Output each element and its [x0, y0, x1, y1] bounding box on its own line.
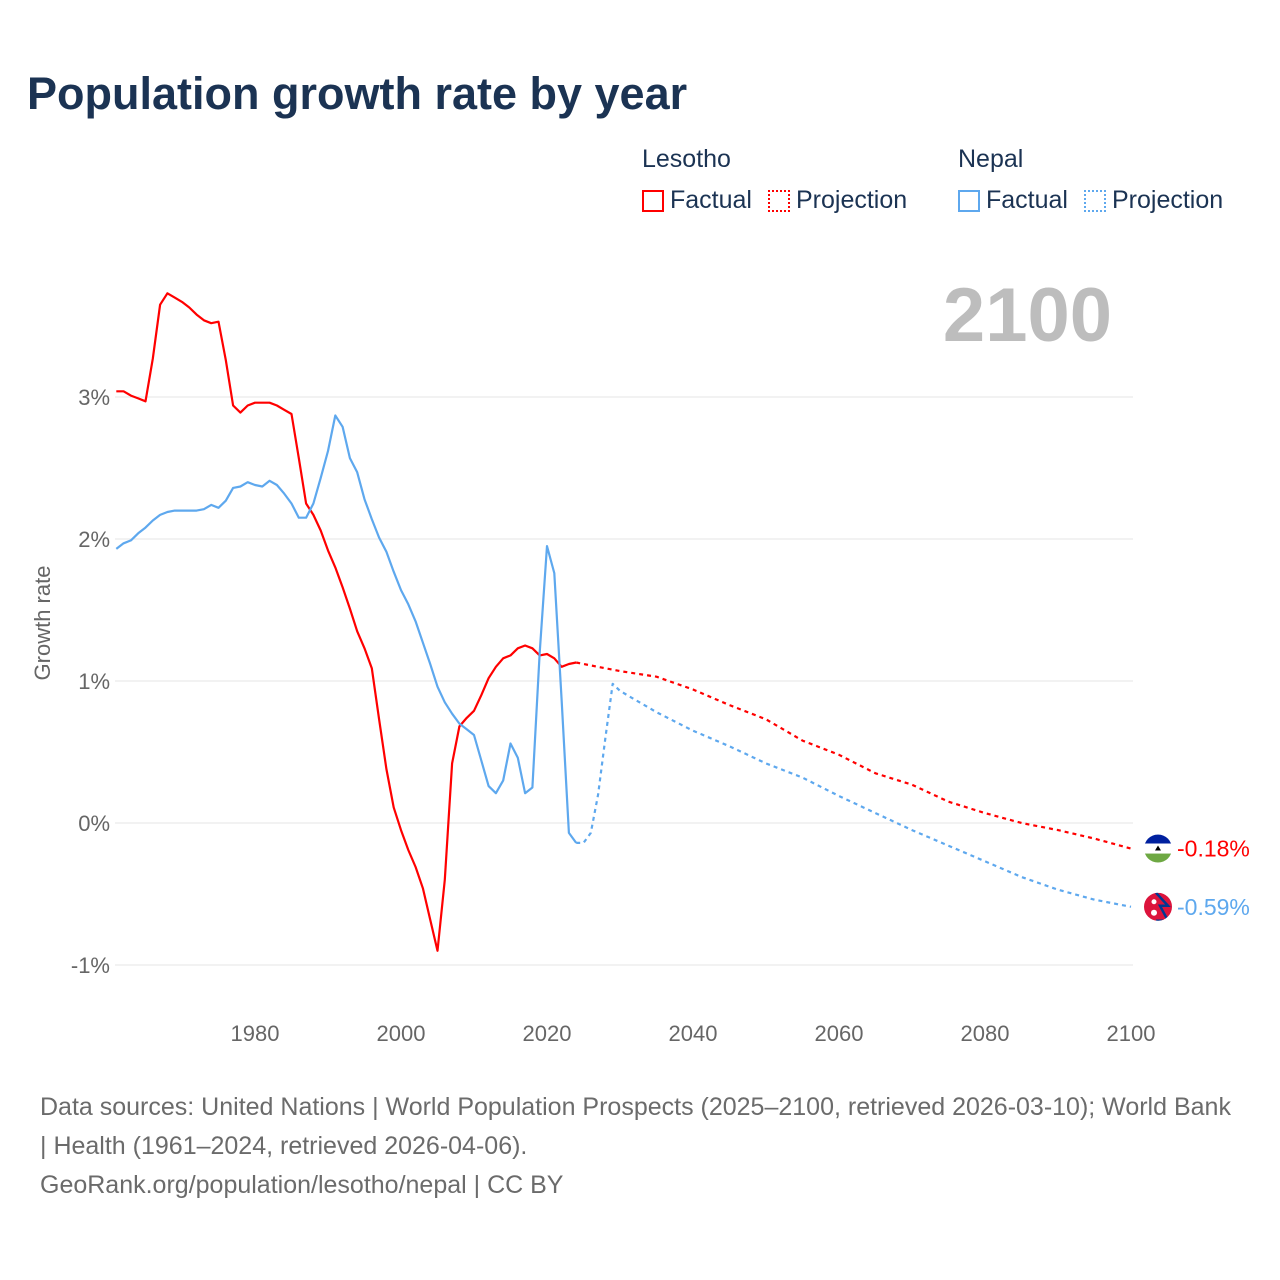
legend-nepal-projection[interactable]: Projection: [1083, 186, 1224, 215]
legend-group-title: Lesotho: [642, 145, 731, 173]
dotted-swatch-icon: [1083, 189, 1106, 212]
legend-nepal: Nepal Factual Projection: [958, 145, 1223, 215]
x-tick-label: 1980: [231, 1021, 280, 1046]
y-tick-label: 2%: [78, 527, 110, 552]
chart-title: Population growth rate by year: [27, 68, 688, 119]
y-axis-label: Growth rate: [30, 566, 55, 681]
y-tick-label: -1%: [71, 953, 110, 978]
x-tick-label: 2100: [1107, 1021, 1156, 1046]
solid-swatch-icon: [958, 189, 980, 212]
y-tick-label: 1%: [78, 669, 110, 694]
x-tick-label: 2040: [669, 1021, 718, 1046]
end-value-label: -0.18%: [1177, 836, 1250, 862]
end-value-label: -0.59%: [1177, 894, 1250, 920]
legend-lesotho: Lesotho Factual Projection: [642, 145, 907, 215]
nepal-flag-icon: [1144, 892, 1172, 921]
lesotho-factual-line: [116, 292, 577, 952]
data-sources: Data sources: United Nations | World Pop…: [40, 1093, 1231, 1160]
current-year-label: 2100: [942, 273, 1112, 358]
lesotho-projection-line: [575, 661, 1132, 850]
footer: Data sources: United Nations | World Pop…: [40, 1088, 1240, 1205]
attribution-link[interactable]: GeoRank.org/population/lesotho/nepal | C…: [40, 1171, 564, 1199]
legend-lesotho-factual[interactable]: Factual: [642, 186, 752, 215]
x-tick-label: 2060: [815, 1021, 864, 1046]
legend-label: Factual: [986, 186, 1068, 214]
y-tick-label: 3%: [78, 385, 110, 410]
x-tick-label: 2000: [377, 1021, 426, 1046]
x-tick-label: 2080: [961, 1021, 1010, 1046]
nepal-projection-line: [576, 682, 1132, 908]
legend-lesotho-projection[interactable]: Projection: [767, 186, 908, 215]
x-tick-label: 2020: [523, 1021, 572, 1046]
nepal-factual-line: [115, 414, 578, 844]
dotted-swatch-icon: [767, 189, 790, 212]
y-tick-label: 0%: [78, 811, 110, 836]
legend-label: Projection: [1111, 186, 1224, 214]
lesotho-flag-icon: [1144, 834, 1172, 863]
legend-group-title: Nepal: [958, 145, 1024, 173]
solid-swatch-icon: [642, 189, 664, 212]
legend-label: Projection: [795, 186, 908, 214]
legend-nepal-factual[interactable]: Factual: [958, 186, 1068, 215]
legend-label: Factual: [670, 186, 752, 214]
